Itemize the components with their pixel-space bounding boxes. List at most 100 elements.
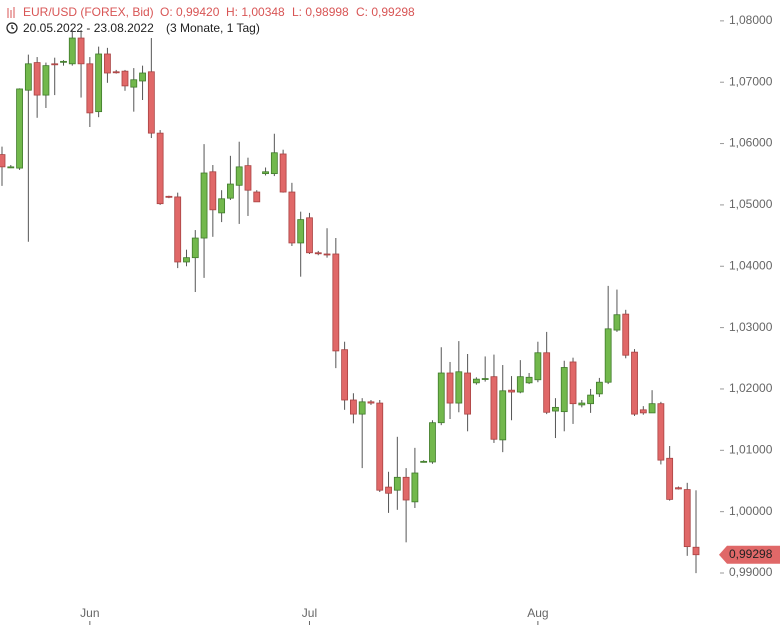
candle-body (367, 401, 375, 404)
candle-body (33, 62, 41, 96)
y-tick-label: 1,05000 (729, 197, 773, 211)
header-low: L: 0,98998 (292, 5, 349, 19)
candle-body (613, 314, 621, 331)
candle-body (104, 53, 111, 74)
candle-body (95, 53, 103, 113)
candle-body (543, 352, 551, 413)
candle-body (525, 376, 533, 384)
candle-body (595, 381, 603, 395)
candle-body (446, 372, 454, 404)
last-price-label: 0,99298 (729, 547, 773, 561)
candle-body (16, 88, 23, 169)
candle-body (349, 399, 357, 415)
candle-body (675, 487, 682, 490)
candle-body (270, 152, 278, 175)
y-tick-label: 1,02000 (729, 381, 773, 395)
candle-body (569, 361, 577, 405)
candle-body (341, 349, 349, 401)
candle-body (455, 371, 463, 404)
y-tick-label: 1,08000 (729, 13, 773, 27)
candle-body (622, 313, 630, 356)
candle-body (683, 489, 691, 548)
candle-body (402, 476, 410, 501)
candle-body (68, 37, 76, 65)
candle-body (112, 71, 120, 74)
candle-body (191, 237, 199, 259)
x-tick-label: Jul (302, 606, 317, 620)
candle-body (147, 71, 155, 134)
candle-body (560, 367, 568, 413)
candle-body (323, 253, 331, 256)
candle-body (0, 154, 6, 168)
y-tick-label: 1,06000 (729, 136, 773, 150)
candle-body (332, 253, 340, 352)
candle-body (429, 422, 436, 463)
candle-body (631, 351, 638, 415)
candle-body (200, 172, 208, 239)
candle-body (7, 166, 15, 169)
candle-body (77, 37, 85, 65)
candle-body (472, 378, 480, 384)
candle-body (279, 153, 287, 193)
candle-body (297, 219, 305, 244)
header-open: O: 0,99420 (160, 5, 220, 19)
candle-body (516, 376, 524, 393)
candle-body (657, 403, 665, 461)
y-tick-label: 1,03000 (729, 320, 773, 334)
candle-body (244, 165, 252, 191)
candle-body (587, 394, 594, 405)
candle-body (578, 402, 586, 406)
x-tick-label: Jun (80, 606, 99, 620)
candle-body (464, 372, 472, 415)
candle-body (60, 60, 67, 63)
candle-body (648, 403, 656, 414)
candle-body (42, 65, 50, 96)
candle-body (420, 460, 428, 463)
candle-body (86, 63, 94, 114)
last-price-tag (719, 545, 780, 564)
candle-body (604, 328, 612, 383)
candle-body (130, 79, 138, 88)
clock-icon (6, 22, 18, 34)
candle-body (490, 376, 498, 440)
candle-body (358, 401, 366, 415)
candle-body (227, 183, 234, 199)
candle-body (314, 252, 322, 255)
candle-body (481, 378, 489, 380)
candle-body (121, 70, 129, 87)
candle-body (174, 196, 182, 263)
candle-body (156, 132, 164, 205)
header-title: EUR/USD (FOREX, Bid) (23, 5, 154, 19)
header-high: H: 1,00348 (226, 5, 285, 19)
candle-body (139, 72, 146, 82)
header-close: C: 0,99298 (356, 5, 415, 19)
candle-body (508, 389, 515, 393)
candle-body (306, 217, 313, 254)
candle-body (209, 171, 217, 211)
candle-body (24, 63, 32, 91)
candle-body (499, 390, 507, 441)
y-tick-label: 1,00000 (729, 504, 773, 518)
y-tick-label: 0,99000 (729, 565, 773, 579)
candle-body (262, 171, 269, 175)
candle-body (183, 257, 190, 263)
y-tick-label: 1,01000 (729, 442, 773, 456)
candle-body (385, 486, 392, 494)
y-tick-label: 1,04000 (729, 258, 773, 272)
candle-body (639, 409, 647, 414)
candle-body (411, 472, 419, 503)
candle-body (534, 352, 542, 381)
candle-body (218, 198, 226, 214)
x-tick-label: Aug (527, 606, 548, 620)
candle-body (51, 63, 59, 66)
candle-body (235, 166, 243, 186)
candle-body (437, 372, 445, 424)
y-tick-label: 1,07000 (729, 74, 773, 88)
header-range: 20.05.2022 - 23.08.2022 (23, 21, 154, 35)
candle-body (393, 476, 401, 491)
candle-body (165, 195, 173, 198)
header-icon (7, 7, 15, 18)
candle-body (552, 406, 559, 412)
candle-body (288, 191, 296, 244)
